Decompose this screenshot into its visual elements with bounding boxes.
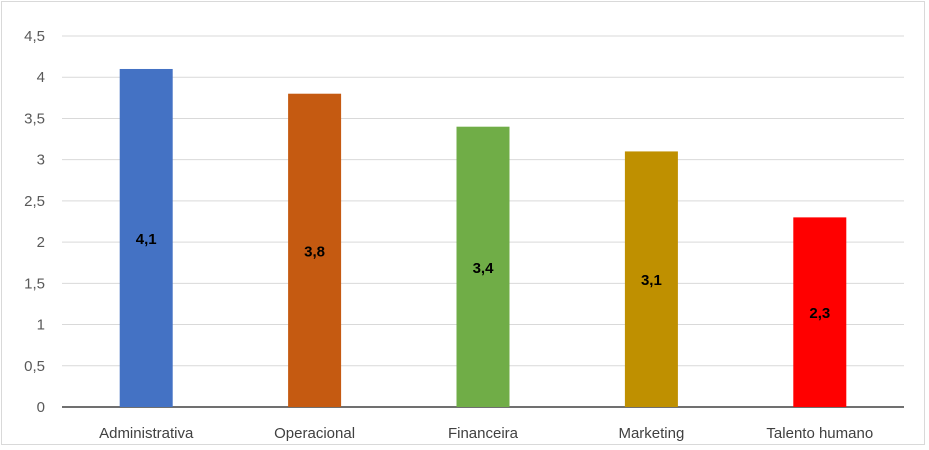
x-tick-label: Marketing	[618, 425, 684, 442]
y-tick-label: 3,5	[24, 110, 45, 127]
data-label: 3,1	[641, 272, 662, 289]
y-tick-label: 4,5	[24, 28, 45, 45]
data-label: 4,1	[136, 231, 157, 248]
bar	[793, 217, 847, 407]
x-tick-label: Operacional	[274, 425, 355, 442]
x-tick-label: Talento humano	[766, 425, 873, 442]
y-tick-label: 3	[37, 152, 45, 169]
data-label: 3,8	[304, 243, 325, 260]
y-tick-label: 0	[37, 399, 45, 416]
data-label: 3,4	[473, 260, 495, 277]
y-tick-label: 1	[37, 317, 45, 334]
x-tick-label: Financeira	[448, 425, 519, 442]
bar	[456, 126, 510, 407]
y-tick-label: 1,5	[24, 275, 45, 292]
y-tick-label: 2	[37, 234, 45, 251]
data-label: 2,3	[809, 305, 830, 322]
bar	[288, 93, 342, 407]
y-tick-label: 4	[37, 69, 45, 86]
bar	[624, 151, 678, 407]
y-tick-label: 0,5	[24, 358, 45, 375]
x-tick-label: Administrativa	[99, 425, 194, 442]
bar	[119, 68, 173, 407]
y-tick-label: 2,5	[24, 193, 45, 210]
